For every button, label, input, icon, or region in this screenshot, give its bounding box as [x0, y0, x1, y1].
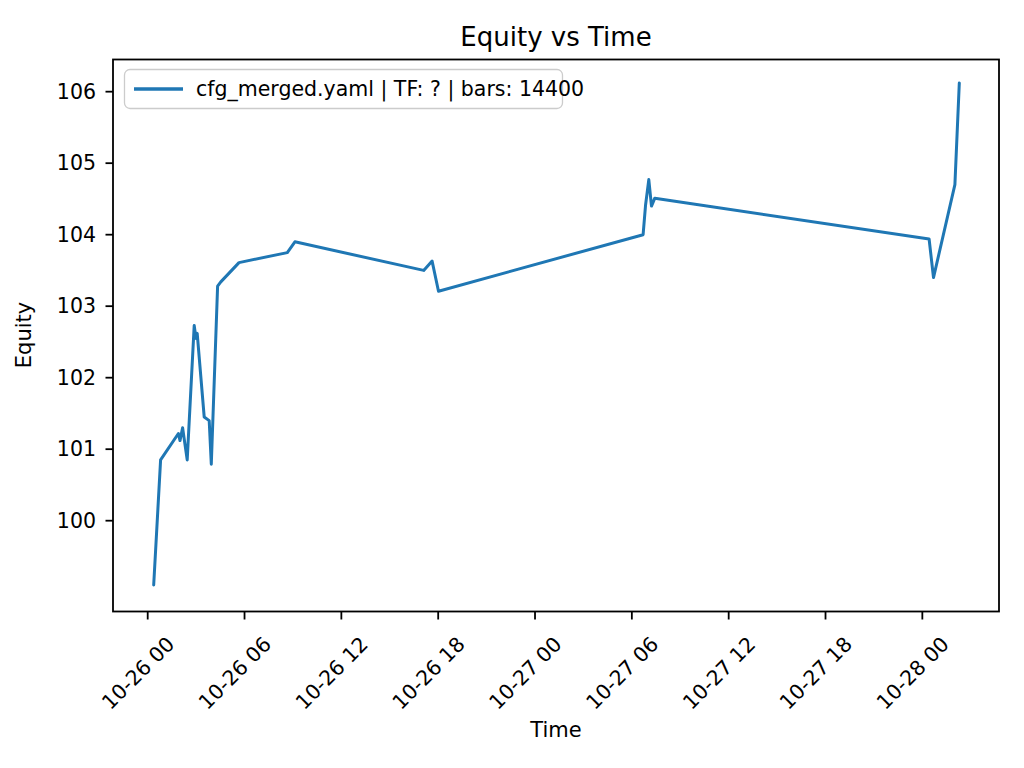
y-tick-label: 104 [57, 223, 96, 247]
y-tick-label: 106 [57, 80, 96, 104]
x-tick-label: 10-27 12 [678, 632, 760, 714]
equity-chart: 10010110210310410510610-26 0010-26 0610-… [0, 0, 1024, 768]
x-tick-label: 10-26 12 [291, 632, 373, 714]
x-axis-label: Time [529, 718, 581, 742]
legend: cfg_merged.yaml | TF: ? | bars: 14400 [125, 70, 585, 109]
y-tick-label: 101 [57, 437, 96, 461]
x-tick-label: 10-26 18 [388, 632, 470, 714]
y-tick-label: 105 [57, 151, 96, 175]
x-tick-label: 10-26 06 [194, 632, 276, 714]
equity-line [154, 83, 960, 585]
axes-layer: 10010110210310410510610-26 0010-26 0610-… [57, 60, 999, 715]
y-tick-label: 103 [57, 294, 96, 318]
x-tick-label: 10-28 00 [872, 632, 954, 714]
y-tick-label: 100 [57, 509, 96, 533]
x-tick-label: 10-27 18 [775, 632, 857, 714]
y-tick-label: 102 [57, 366, 96, 390]
x-tick-label: 10-27 00 [484, 632, 566, 714]
x-tick-label: 10-27 06 [581, 632, 663, 714]
plot-frame [113, 60, 999, 612]
legend-label: cfg_merged.yaml | TF: ? | bars: 14400 [196, 77, 584, 102]
x-tick-label: 10-26 00 [97, 632, 179, 714]
figure: 10010110210310410510610-26 0010-26 0610-… [0, 0, 1024, 768]
chart-title: Equity vs Time [460, 22, 651, 52]
y-axis-label: Equity [12, 302, 36, 368]
